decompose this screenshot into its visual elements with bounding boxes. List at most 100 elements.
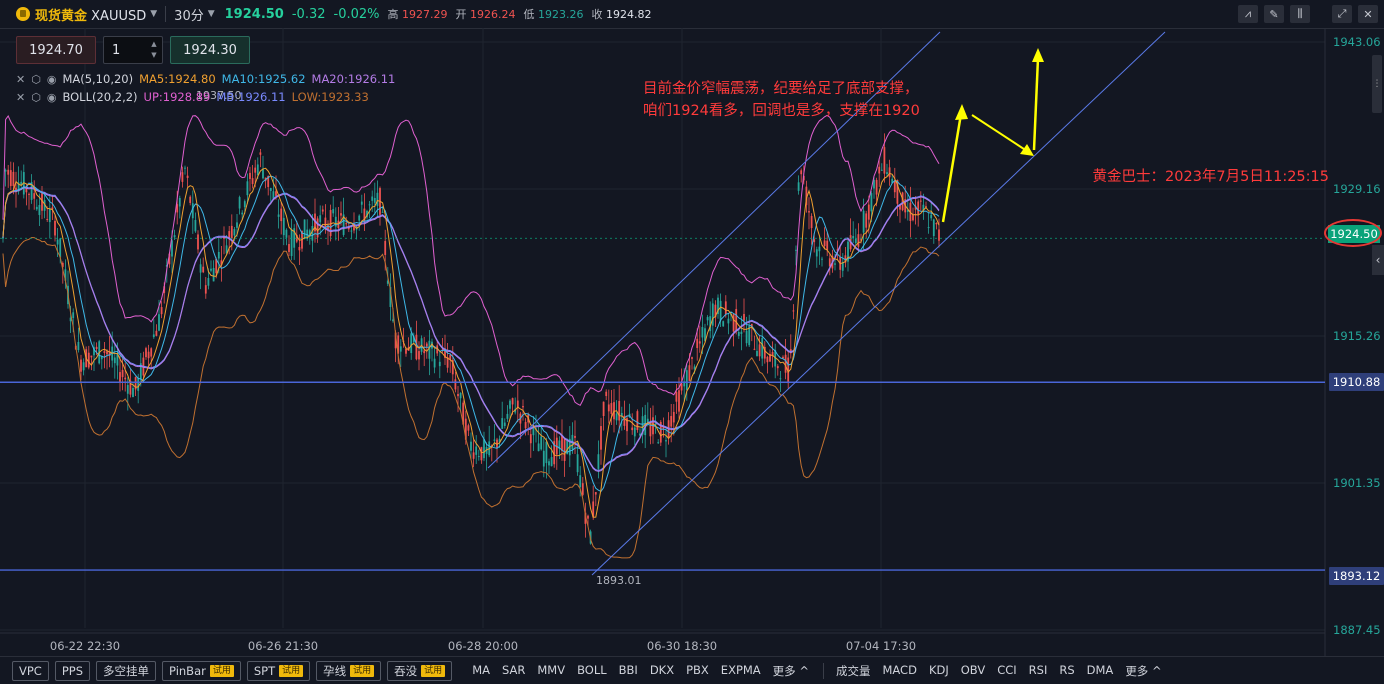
main_indicators-8[interactable]: 更多 ^ (772, 663, 809, 678)
interval-selector[interactable]: 30分 (174, 8, 204, 24)
candle-body (113, 357, 116, 364)
candle-body (178, 197, 181, 207)
sub_indicators-5[interactable]: RSI (1028, 662, 1048, 677)
candle-body (327, 225, 329, 230)
candle-body (477, 456, 480, 458)
candle-type-icon[interactable]: ⫼ (1290, 5, 1310, 23)
settings-icon[interactable]: ⬡ (31, 90, 41, 104)
price-highlight-circle (1324, 219, 1382, 247)
ma-legend: ✕ ⬡ ◉ MA(5,10,20) MA5:1924.80 MA10:1925.… (16, 72, 396, 86)
sub_indicators-0[interactable]: 成交量 (835, 663, 871, 678)
symbol-selector[interactable]: 现货黄金 XAUUSD (35, 8, 147, 24)
candle-body (854, 238, 857, 243)
candle-body (444, 348, 446, 358)
candle-body (129, 380, 132, 395)
candle-body (425, 343, 428, 347)
candle-body (672, 411, 675, 423)
tag-button-3[interactable]: PinBar 试用 (162, 660, 241, 681)
main_indicators-2[interactable]: MMV (537, 662, 566, 677)
tag-button-4[interactable]: SPT 试用 (246, 660, 311, 681)
main_indicators-0[interactable]: MA (472, 662, 490, 677)
indicator-icon[interactable]: ⩘ (1238, 5, 1258, 23)
chevron-down-icon[interactable]: ▼ (207, 9, 215, 19)
candle-body (490, 445, 493, 447)
sub_indicators-8[interactable]: 更多 ^ (1125, 663, 1162, 678)
candle-body (108, 351, 111, 356)
candle-body (522, 405, 524, 408)
chevron-down-icon[interactable]: ▼ (150, 9, 158, 19)
sub_indicators-7[interactable]: DMA (1086, 662, 1114, 677)
candle-body (158, 314, 160, 331)
chevron-left-icon[interactable]: ‹ (1372, 245, 1384, 275)
candle-body (873, 179, 875, 189)
main_indicators-7[interactable]: EXPMA (720, 662, 761, 677)
main_indicators-1[interactable]: SAR (501, 662, 526, 677)
sell-price-button[interactable]: 1924.70 (16, 36, 96, 64)
main_indicators-3[interactable]: BOLL (577, 662, 607, 677)
tag-button-5[interactable]: 孕线 试用 (316, 660, 382, 681)
candle-body (795, 249, 797, 251)
candle-body (371, 196, 374, 201)
candle-body (893, 181, 896, 193)
tag-button-0[interactable]: VPC (12, 660, 49, 681)
candle-body (145, 348, 147, 358)
buy-price-button[interactable]: 1924.30 (170, 36, 250, 64)
close-icon[interactable]: ✕ (1358, 5, 1378, 23)
eye-icon[interactable]: ◉ (46, 72, 57, 86)
candle-body (503, 422, 506, 426)
candle-body (106, 351, 108, 355)
tag-button-2[interactable]: 多空挂单 (96, 660, 157, 681)
sub_indicators-2[interactable]: KDJ (928, 662, 949, 677)
candle-body (784, 354, 787, 373)
candle-body (272, 191, 275, 199)
main_indicators-6[interactable]: PBX (686, 662, 709, 677)
close-icon[interactable]: ✕ (16, 90, 26, 104)
tag-button-1[interactable]: PPS (54, 660, 91, 681)
candle-body (353, 223, 355, 231)
candle-body (696, 338, 699, 348)
candle-body (745, 330, 748, 344)
candle-body (607, 404, 610, 412)
eye-icon[interactable]: ◉ (46, 90, 57, 104)
candle-body (368, 204, 371, 206)
close-icon[interactable]: ✕ (16, 72, 26, 86)
trial-badge: 试用 (279, 664, 304, 677)
close-stat: 收 1924.82 (591, 8, 652, 21)
scroll-handle[interactable]: ⋮ (1372, 55, 1382, 113)
candle-body (212, 267, 215, 282)
quantity-stepper[interactable]: 1 ▲ ▼ (103, 36, 163, 64)
candle-body (316, 218, 319, 238)
main_indicators-5[interactable]: DKX (649, 662, 675, 677)
candle-body (35, 206, 38, 210)
candle-body (269, 188, 272, 191)
candle-body (54, 220, 56, 236)
candle-body (43, 199, 46, 211)
sub_indicators-1[interactable]: MACD (882, 662, 917, 677)
candle-body (912, 214, 914, 221)
candle-body (875, 179, 878, 195)
fullscreen-icon[interactable]: ⤢ (1332, 5, 1352, 23)
tag-button-6[interactable]: 吞没 试用 (387, 660, 453, 681)
candle-body (740, 331, 743, 335)
quantity-spin[interactable]: ▲ ▼ (148, 39, 160, 61)
main_indicators-4[interactable]: BBI (618, 662, 638, 677)
candle-body (38, 205, 41, 216)
symbol-toolbar: 现货黄金 XAUUSD ▼ 30分 ▼ 1924.50 -0.32 -0.02%… (0, 0, 1384, 29)
candlestick-chart[interactable]: 1943.06 1929.16 1915.26 1901.35 1887.45 06-22… (0, 28, 1384, 656)
candle-body (800, 170, 803, 175)
candle-body (496, 439, 498, 448)
settings-icon[interactable]: ⬡ (31, 72, 41, 86)
candle-body (277, 214, 280, 217)
sub_indicators-6[interactable]: RS (1059, 662, 1075, 677)
chevron-down-icon: ▼ (151, 51, 157, 59)
sub_indicators-4[interactable]: CCI (997, 662, 1017, 677)
sub_indicators-3[interactable]: OBV (960, 662, 986, 677)
candle-body (412, 336, 415, 343)
hline-upper-tag: 1910.88 (1329, 373, 1384, 391)
candle-body (737, 331, 740, 336)
draw-pen-icon[interactable]: ✎ (1264, 5, 1284, 23)
candle-body (587, 515, 589, 519)
candle-body (657, 442, 660, 444)
candle-body (358, 215, 361, 221)
candle-body (810, 215, 813, 229)
